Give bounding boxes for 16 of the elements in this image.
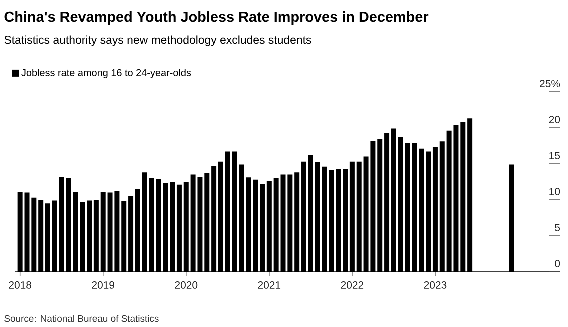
y-tick-label: 15 xyxy=(550,152,560,160)
y-tick-label: 10 xyxy=(550,188,560,196)
x-tick-label: 2019 xyxy=(92,282,114,289)
x-tick-label: 2018 xyxy=(9,282,32,289)
chart-subtitle: Statistics authority says new methodology excludes students xyxy=(4,36,312,46)
x-tick-label: 2022 xyxy=(341,282,364,289)
y-tick-label: 20 xyxy=(549,116,560,124)
source-note: Source: National Bureau of Statistics xyxy=(4,315,159,322)
x-tick-label: 2023 xyxy=(424,282,447,289)
y-tick-label: 0 xyxy=(555,260,560,268)
y-tick-label: 25% xyxy=(540,80,560,88)
x-tick-label: 2021 xyxy=(258,282,281,289)
y-tick-label: 5 xyxy=(555,224,560,232)
chart-title: China's Revamped Youth Jobless Rate Improves in December xyxy=(4,12,429,25)
legend-label: Jobless rate among 16 to 24-year-olds xyxy=(22,69,192,78)
x-tick-label: 2020 xyxy=(175,282,198,289)
